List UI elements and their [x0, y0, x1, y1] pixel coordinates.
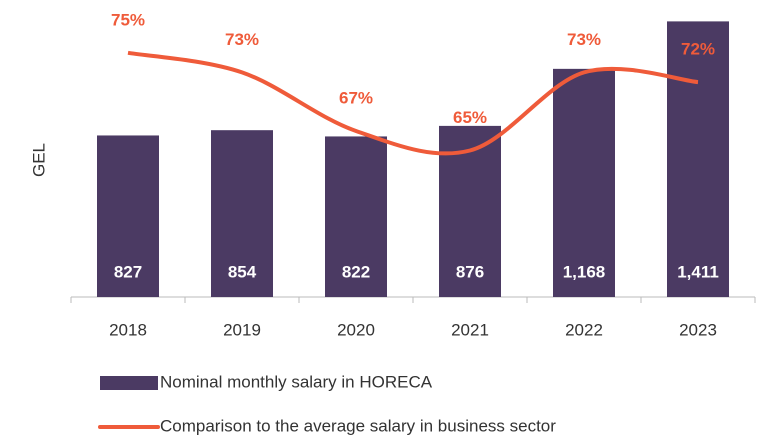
bar-value-label: 1,168 — [563, 262, 606, 281]
bar-value-label: 827 — [114, 262, 142, 281]
bar — [325, 136, 387, 297]
legend-label: Comparison to the average salary in busi… — [160, 416, 556, 435]
bar — [211, 130, 273, 297]
line-value-label: 75% — [111, 10, 145, 29]
x-tick-label: 2019 — [223, 320, 261, 339]
x-tick-label: 2023 — [679, 320, 717, 339]
line-value-label: 73% — [567, 30, 601, 49]
line-value-label: 73% — [225, 30, 259, 49]
bar-value-label: 1,411 — [677, 262, 719, 281]
bar — [97, 135, 159, 297]
bar — [553, 68, 615, 297]
line — [127, 50, 699, 156]
bar-value-label: 876 — [456, 262, 484, 281]
x-tick-label: 2020 — [337, 320, 375, 339]
x-tick-label: 2021 — [451, 320, 489, 339]
bar — [667, 21, 729, 297]
bar-value-label: 854 — [228, 262, 257, 281]
x-tick-label: 2022 — [565, 320, 603, 339]
x-tick-label: 2018 — [109, 320, 147, 339]
bar-value-label: 822 — [342, 262, 370, 281]
legend-swatch — [100, 376, 158, 390]
legend-label: Nominal monthly salary in HORECA — [160, 372, 433, 391]
line-value-label: 72% — [681, 40, 715, 59]
line-value-label: 67% — [339, 88, 373, 107]
y-axis-label: GEL — [29, 143, 48, 177]
line-value-label: 65% — [453, 108, 487, 127]
